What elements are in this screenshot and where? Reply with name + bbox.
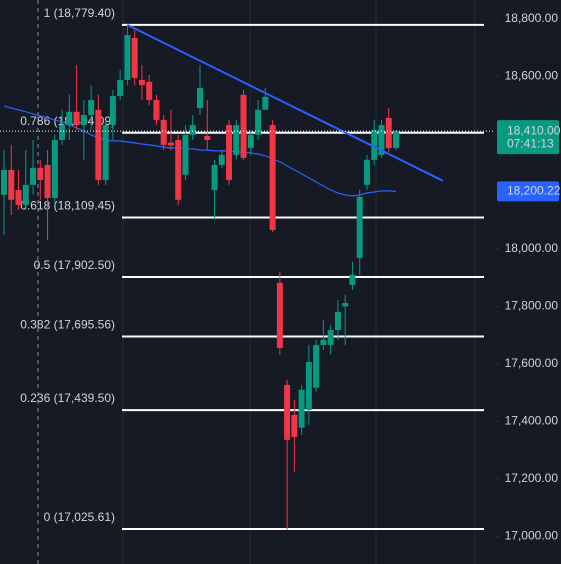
y-tick-label: 18,000.00 [505,241,559,255]
fib-label: 0.382 (17,695.56) [20,318,115,332]
candle-body [291,414,298,437]
y-tick-label: 17,400.00 [505,414,559,428]
y-tick-label: 17,800.00 [505,299,559,313]
candle-body [8,169,15,200]
fib-label: 0.5 (17,902.50) [34,258,115,272]
candle-body [175,139,182,200]
candle-body [131,37,138,78]
candle-body [160,119,167,145]
candle-body [22,184,29,205]
candle-body [313,344,320,388]
candle-body [30,167,37,185]
candle-body [284,384,291,440]
candle-body [146,81,153,101]
candle-body [349,274,356,285]
candle-body [356,196,363,258]
candle-body [327,330,334,345]
y-tick-label: 17,200.00 [505,471,559,485]
y-tick-label: 17,000.00 [505,529,559,543]
ma-tag-label: 18,200.22 [507,184,561,198]
candle-body [153,100,160,120]
trendline [126,23,444,182]
candle-body [102,125,109,180]
candle-body [334,311,341,331]
candle-body [378,125,385,155]
candle-body [124,35,131,80]
candle-body [66,111,73,126]
fib-label: 0.236 (17,439.50) [20,391,115,405]
candle-body [204,135,211,140]
candle-body [15,190,22,205]
candle-body [73,111,80,126]
candle-body [276,282,283,348]
candle-body [371,129,378,160]
candle-body [240,94,247,158]
candle-body [138,79,145,86]
candle-body [233,125,240,155]
candle-body [95,109,102,180]
fib-label: 0.618 (18,109.45) [20,199,115,213]
candle-body [80,114,87,126]
candle-body [298,389,305,428]
candle-body [247,134,254,149]
candle-body [59,125,66,140]
candle-body [393,131,399,149]
y-tick-label: 18,600.00 [505,69,559,83]
candle-body [37,167,44,180]
candle-body [189,125,196,135]
candle-body [262,96,269,110]
fib-label: 1 (18,779.40) [44,6,115,20]
candle-body [1,169,7,195]
candle-body [320,339,327,345]
candle-body [88,100,95,115]
ma-tag [497,181,559,202]
candle-body [211,165,218,191]
price-tag [497,120,559,155]
candle-body [363,159,370,185]
candle-body [51,139,58,199]
candle-body [182,134,189,175]
candle-body [269,125,276,230]
candle-body [167,142,174,146]
price-tag-label: 18,410.00 [507,123,561,137]
candle-body [255,109,262,135]
candle-body [109,96,116,126]
candle-body [385,117,392,149]
y-tick-label: 17,600.00 [505,356,559,370]
candle-body [197,87,203,109]
y-tick-label: 18,800.00 [505,11,559,25]
candle-body [226,125,233,180]
candle-body [117,79,124,97]
candle-body [44,165,51,199]
candle-body [218,154,225,166]
candle-body [342,302,349,307]
candle-body [305,361,312,410]
price-countdown: 07:41:13 [507,136,554,150]
fib-label: 0 (17,025.61) [44,510,115,524]
